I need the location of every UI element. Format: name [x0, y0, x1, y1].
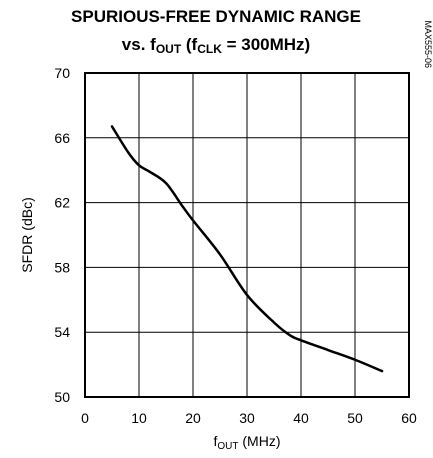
x-tick-label: 50	[347, 410, 363, 426]
grid-lines	[84, 72, 410, 398]
chart-title-line1: SPURIOUS-FREE DYNAMIC RANGE	[71, 7, 361, 26]
y-tick-label: 62	[54, 195, 70, 211]
y-tick-label: 70	[54, 65, 70, 81]
x-tick-label: 20	[185, 410, 201, 426]
x-tick-label: 10	[131, 410, 147, 426]
y-tick-label: 58	[54, 259, 70, 275]
x-tick-label: 40	[293, 410, 309, 426]
chart-title-line2: vs. fOUT (fCLK = 300MHz)	[122, 35, 310, 56]
sfdr-series-line	[110, 125, 384, 373]
x-tick-label: 60	[401, 410, 417, 426]
y-axis-label: SFDR (dBc)	[19, 197, 35, 272]
x-axis-label: fOUT (MHz)	[214, 433, 281, 452]
x-tick-labels: 0 10 20 30 40 50 60	[81, 410, 417, 426]
x-tick-label: 0	[81, 410, 89, 426]
figure-code: MAX555-06	[423, 20, 433, 68]
x-tick-label: 30	[239, 410, 255, 426]
y-tick-label: 50	[54, 389, 70, 405]
y-tick-label: 66	[54, 130, 70, 146]
y-tick-labels: 50 54 58 62 66 70	[54, 65, 70, 405]
plot-frame	[84, 72, 410, 398]
y-tick-label: 54	[54, 324, 70, 340]
